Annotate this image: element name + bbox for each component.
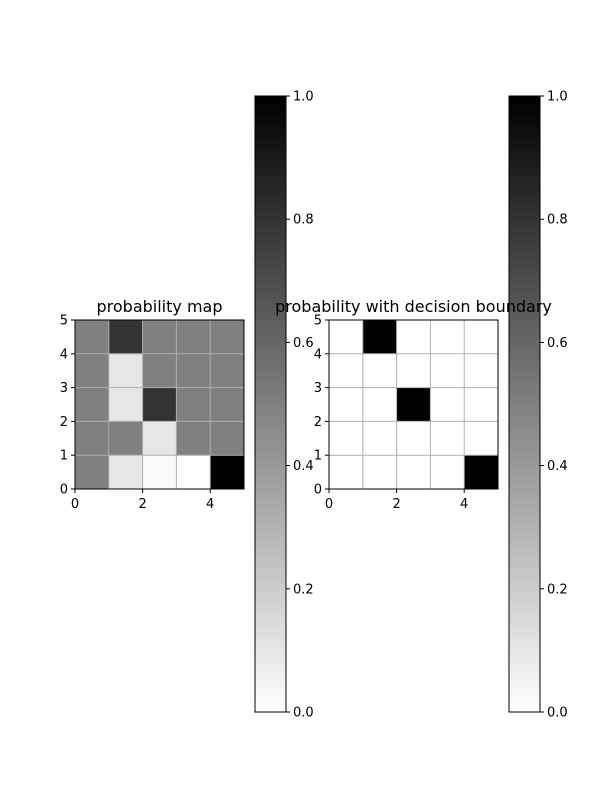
y-tick-label: 4 [60, 347, 68, 362]
heatmap-cell [464, 320, 498, 354]
heatmap-cell [210, 320, 244, 354]
x-tick-label: 0 [71, 497, 79, 512]
colorbar-tick-label: 0.2 [547, 582, 568, 597]
heatmap-cell [396, 387, 431, 422]
heatmap-cell [430, 387, 465, 422]
heatmap-cell [362, 421, 397, 456]
heatmap-cell [329, 387, 363, 422]
heatmap-cell [75, 353, 109, 388]
y-tick-label: 2 [60, 415, 68, 430]
heatmap-cell [142, 421, 177, 456]
chart-title: probability map [97, 297, 223, 316]
y-tick-label: 3 [60, 381, 68, 396]
chart-title: probability with decision boundary [275, 297, 552, 316]
colorbar-tick-label: 0.0 [547, 706, 568, 721]
heatmap-cell [362, 455, 397, 489]
heatmap-cell [108, 387, 143, 422]
x-tick-label: 2 [392, 497, 400, 512]
heatmap-cell [75, 421, 109, 456]
heatmap-cell [396, 421, 431, 456]
heatmap-cell [142, 455, 177, 489]
heatmap-cell [142, 320, 177, 354]
heatmap-cell [176, 320, 211, 354]
heatmap-cell [362, 387, 397, 422]
heatmap-cell [464, 387, 498, 422]
colorbar-tick-label: 1.0 [547, 90, 568, 105]
colorbar-1: 0.0 0.2 0.4 0.6 0.8 1.0 [254, 90, 314, 721]
heatmap-1: 0 2 4 0 1 2 3 4 5 probability map [60, 297, 245, 512]
y-tick-label: 1 [60, 449, 68, 464]
heatmap-cell [329, 320, 363, 354]
y-tick-label: 3 [314, 381, 322, 396]
heatmap-cell [176, 421, 211, 456]
heatmap-cell [176, 387, 211, 422]
y-tick-label: 5 [314, 314, 322, 329]
x-tick-label: 0 [325, 497, 333, 512]
colorbar-tick-label: 0.8 [293, 213, 314, 228]
heatmap-cell [75, 387, 109, 422]
heatmap-cell [329, 455, 363, 489]
heatmap-cell [210, 353, 244, 388]
colorbar-tick-label: 0.6 [293, 336, 314, 351]
heatmap-cell [176, 353, 211, 388]
colorbar-frame [508, 95, 541, 713]
heatmap-cell [75, 320, 109, 354]
heatmap-cell [329, 353, 363, 388]
heatmap-cell [362, 320, 397, 354]
heatmap-cell [210, 455, 244, 489]
colorbar-gradient [509, 96, 540, 712]
heatmap-cell [464, 353, 498, 388]
x-tick-label: 4 [206, 497, 214, 512]
colorbar-tick-label: 0.4 [293, 459, 314, 474]
colorbar-gradient [255, 96, 286, 712]
heatmap-cell [362, 353, 397, 388]
heatmap-cell [210, 387, 244, 422]
heatmap-cell [142, 387, 177, 422]
heatmap-cell [430, 353, 465, 388]
colorbar-frame [254, 95, 287, 713]
y-tick-label: 0 [314, 483, 322, 498]
heatmap-cell [396, 320, 431, 354]
x-tick-label: 2 [138, 497, 146, 512]
y-tick-label: 0 [60, 483, 68, 498]
heatmap-cell [430, 421, 465, 456]
y-tick-label: 1 [314, 449, 322, 464]
colorbar-tick-label: 1.0 [293, 90, 314, 105]
colorbar-tick-label: 0.6 [547, 336, 568, 351]
y-tick-label: 4 [314, 347, 322, 362]
heatmap-cell [464, 421, 498, 456]
heatmap-cell [142, 353, 177, 388]
heatmap-cell [396, 455, 431, 489]
colorbar-tick-label: 0.4 [547, 459, 568, 474]
colorbar-tick-label: 0.2 [293, 582, 314, 597]
colorbar-tick-label: 0.0 [293, 706, 314, 721]
heatmap-cell [329, 421, 363, 456]
colorbars: 0.0 0.2 0.4 0.6 0.8 1.0 0.0 0.2 0.4 0.6 0.8 1.0 [254, 90, 568, 721]
heatmap-cell [108, 421, 143, 456]
heatmap-cell [210, 421, 244, 456]
heatmap-cell [430, 320, 465, 354]
axes-frame [74, 319, 245, 490]
y-tick-label: 5 [60, 314, 68, 329]
y-tick-label: 2 [314, 415, 322, 430]
heatmap-cell [108, 320, 143, 354]
colorbar-2: 0.0 0.2 0.4 0.6 0.8 1.0 [508, 90, 568, 721]
x-tick-label: 4 [460, 497, 468, 512]
heatmap-cell [464, 455, 498, 489]
heatmap-cell [108, 455, 143, 489]
heatmap-cell [176, 455, 211, 489]
axes-frame [328, 319, 499, 490]
heatmap-cell [430, 455, 465, 489]
heatmap-cell [108, 353, 143, 388]
colorbar-tick-label: 0.8 [547, 213, 568, 228]
heatmap-cell [75, 455, 109, 489]
heatmap-cell [396, 353, 431, 388]
